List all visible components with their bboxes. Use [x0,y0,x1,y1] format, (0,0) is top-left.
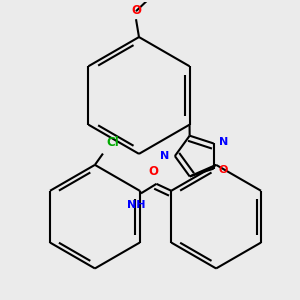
Text: Cl: Cl [106,136,119,149]
Text: NH: NH [127,200,146,210]
Text: N: N [219,137,228,147]
Text: O: O [219,165,228,175]
Text: O: O [148,166,158,178]
Text: N: N [160,151,170,161]
Text: O: O [131,4,141,17]
